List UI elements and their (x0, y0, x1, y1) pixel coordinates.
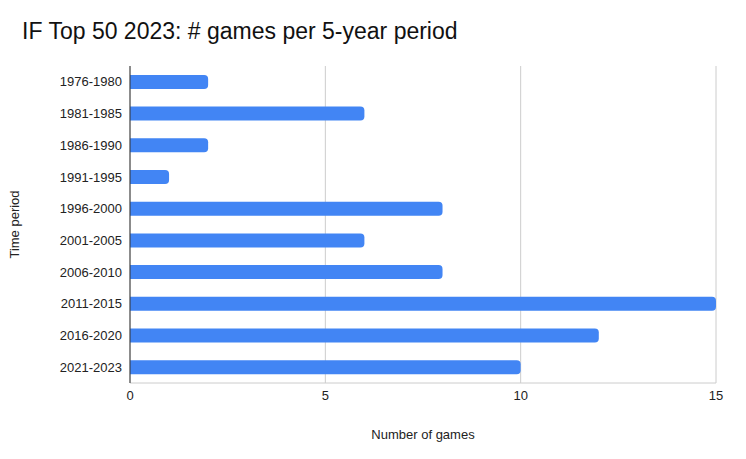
svg-text:2001-2005: 2001-2005 (60, 233, 122, 248)
svg-text:1991-1995: 1991-1995 (60, 170, 122, 185)
svg-text:1981-1985: 1981-1985 (60, 106, 122, 121)
svg-text:2016-2020: 2016-2020 (60, 328, 122, 343)
svg-text:1976-1980: 1976-1980 (60, 74, 122, 89)
svg-text:5: 5 (322, 388, 329, 403)
svg-text:15: 15 (709, 388, 723, 403)
svg-text:1986-1990: 1986-1990 (60, 138, 122, 153)
svg-text:10: 10 (513, 388, 527, 403)
svg-text:Number of games: Number of games (371, 427, 475, 442)
svg-text:1996-2000: 1996-2000 (60, 201, 122, 216)
svg-text:0: 0 (126, 388, 133, 403)
svg-text:2006-2010: 2006-2010 (60, 265, 122, 280)
html-text:IF Top 50 2023: # games per 5-: IF Top 50 2023: # games per 5-year perio… (22, 18, 458, 44)
svg-text:2011-2015: 2011-2015 (61, 296, 122, 311)
svg-text:Time period: Time period (8, 190, 22, 258)
svg-text:2021-2023: 2021-2023 (60, 360, 122, 375)
